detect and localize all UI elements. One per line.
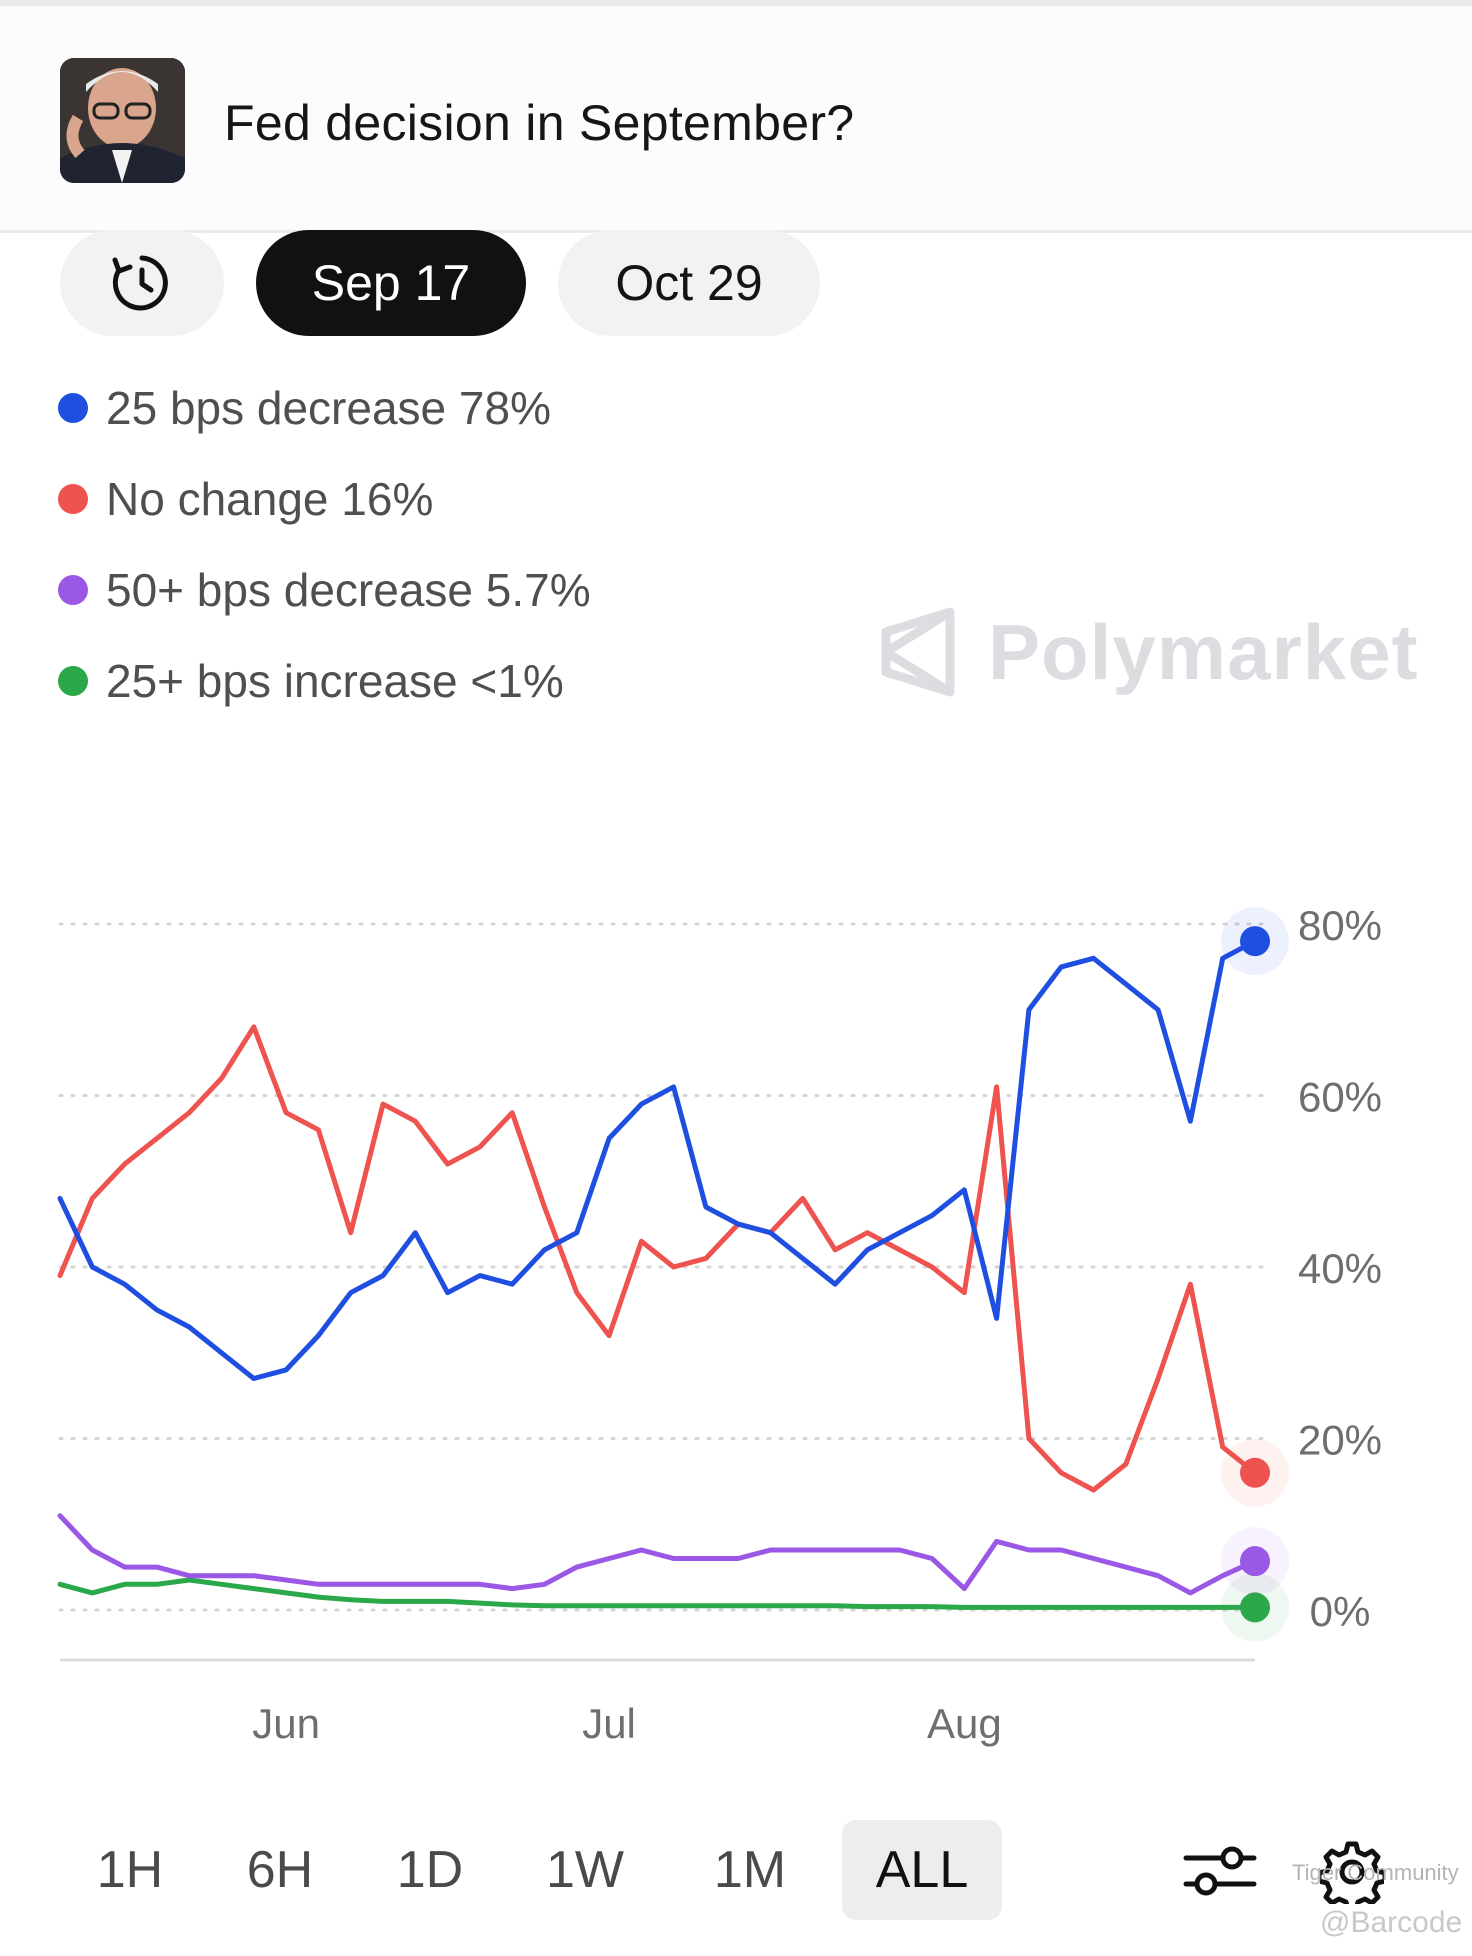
range-1d[interactable]: 1D: [396, 1841, 464, 1899]
red-dot-icon: [58, 484, 88, 514]
market-header: Fed decision in September?: [0, 6, 1472, 233]
series-line: [57, 1513, 1258, 1596]
y-tick-label: 0%: [1310, 1588, 1371, 1635]
tab-oct-29[interactable]: Oct 29: [558, 230, 820, 336]
blue-dot-icon: [58, 393, 88, 423]
sliders-icon[interactable]: [1180, 1840, 1260, 1902]
x-tick-label: Aug: [927, 1700, 1002, 1747]
range-1h[interactable]: 1H: [96, 1841, 164, 1899]
legend-label: No change 16%: [106, 473, 434, 525]
series-end-marker: [1240, 926, 1270, 957]
community-credit: Tiger Community: [1292, 1860, 1459, 1885]
legend-item: 25+ bps increase <1%: [58, 651, 564, 711]
legend-label: 25+ bps increase <1%: [106, 655, 564, 707]
y-tick-label: 20%: [1298, 1417, 1382, 1464]
legend-label: 50+ bps decrease 5.7%: [106, 564, 591, 616]
legend-item: 25 bps decrease 78%: [58, 378, 551, 438]
handle-credit: @Barcode: [1320, 1906, 1463, 1939]
x-tick-label: Jun: [252, 1700, 320, 1747]
legend-item: 50+ bps decrease 5.7%: [58, 560, 591, 620]
x-tick-label: Jul: [582, 1700, 636, 1747]
purple-dot-icon: [58, 575, 88, 605]
y-tick-label: 60%: [1298, 1074, 1382, 1121]
page-title: Fed decision in September?: [224, 95, 855, 151]
series-end-marker: [1240, 1592, 1270, 1623]
series-line: [57, 1577, 1258, 1610]
green-dot-icon: [58, 666, 88, 696]
legend-item: No change 16%: [58, 469, 433, 529]
top-divider: [0, 0, 1472, 6]
watermark-text: Polymarket: [988, 607, 1419, 696]
gear-icon[interactable]: [1320, 1840, 1384, 1904]
series-line: [57, 938, 1258, 1381]
range-all[interactable]: ALL: [842, 1820, 1002, 1920]
series-end-marker: [1240, 1546, 1270, 1577]
tab-sep-17[interactable]: Sep 17: [256, 230, 526, 336]
range-1m[interactable]: 1M: [713, 1841, 787, 1899]
portrait-avatar: [60, 58, 185, 183]
y-tick-label: 80%: [1298, 902, 1382, 949]
legend-label: 25 bps decrease 78%: [106, 382, 551, 434]
probability-chart: 0% 20% 40% 60% 80% Jun Jul Aug: [57, 902, 1382, 1747]
y-tick-label: 40%: [1298, 1245, 1382, 1292]
history-button[interactable]: [60, 230, 224, 336]
clock-history-icon: [112, 255, 168, 311]
series-line: [57, 1024, 1258, 1493]
range-6h[interactable]: 6H: [246, 1841, 314, 1899]
range-1w[interactable]: 1W: [546, 1841, 624, 1899]
polymarket-watermark: Polymarket: [878, 606, 1419, 698]
polymarket-logo-icon: [881, 607, 955, 697]
series-end-marker: [1240, 1457, 1270, 1488]
